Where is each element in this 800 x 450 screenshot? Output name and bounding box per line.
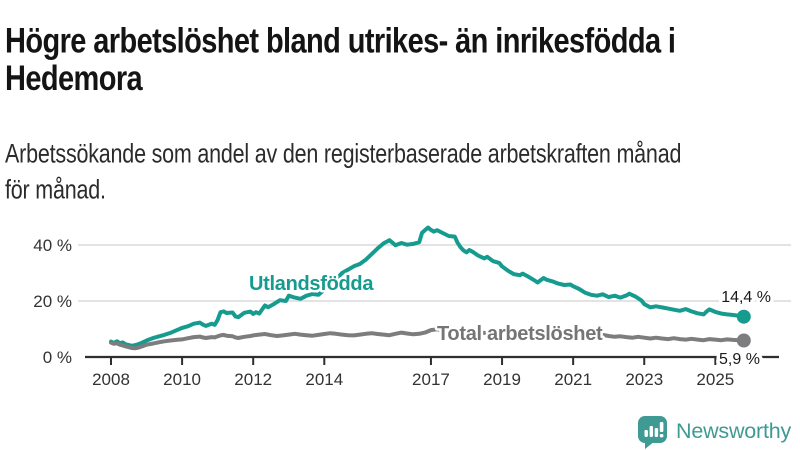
y-tick-label-40: 40 % <box>33 236 72 255</box>
x-tick-label-2019: 2019 <box>483 370 521 389</box>
newsworthy-wordmark: Newsworthy <box>676 418 792 443</box>
line-utlandsfodda <box>109 225 746 348</box>
x-tick-label-2021: 2021 <box>554 370 592 389</box>
series-label-utlandsfodda: Utlandsfödda <box>249 273 374 295</box>
data-series-lines <box>109 225 751 351</box>
x-tick-label-2012: 2012 <box>234 370 272 389</box>
line-total-arbetsloshet <box>109 327 746 351</box>
subtitle-line-2: för månad. <box>5 174 106 205</box>
x-tick-label-2023: 2023 <box>625 370 663 389</box>
page-title: Högre arbetslöshet bland utrikes- än inr… <box>5 23 797 99</box>
x-tick-label-2010: 2010 <box>163 370 201 389</box>
x-tick-label-2025: 2025 <box>696 370 734 389</box>
chart-subtitle: Arbetssökande som andel av den registerb… <box>5 136 785 209</box>
subtitle-line-1: Arbetssökande som andel av den registerb… <box>5 138 682 168</box>
y-tick-label-20: 20 % <box>33 292 72 311</box>
end-dot-utlandsfodda <box>736 309 751 324</box>
gridlines: 0 % 20 % 40 % <box>33 236 791 367</box>
end-value-label-utlandsfodda: 14,4 % <box>721 289 771 306</box>
title-line-1: Högre arbetslöshet bland utrikes- än inr… <box>5 22 676 62</box>
x-axis: 2008 2010 2012 2014 2017 2019 2021 2023 2025 <box>85 355 779 389</box>
x-tick-label-2014: 2014 <box>305 370 343 389</box>
end-dot-total-arbetsloshet <box>736 333 751 348</box>
end-value-label-total: 5,9 % <box>719 351 760 368</box>
x-tick-label-2008: 2008 <box>92 370 130 389</box>
newsworthy-logo-icon <box>638 415 667 449</box>
x-tick-label-2017: 2017 <box>412 370 450 389</box>
series-label-total-arbetsloshet: Total arbetslöshet <box>437 323 603 345</box>
y-tick-label-0: 0 % <box>43 348 72 367</box>
title-line-2: Hedemora <box>5 60 143 100</box>
newsworthy-logo[interactable]: Newsworthy <box>637 412 791 450</box>
